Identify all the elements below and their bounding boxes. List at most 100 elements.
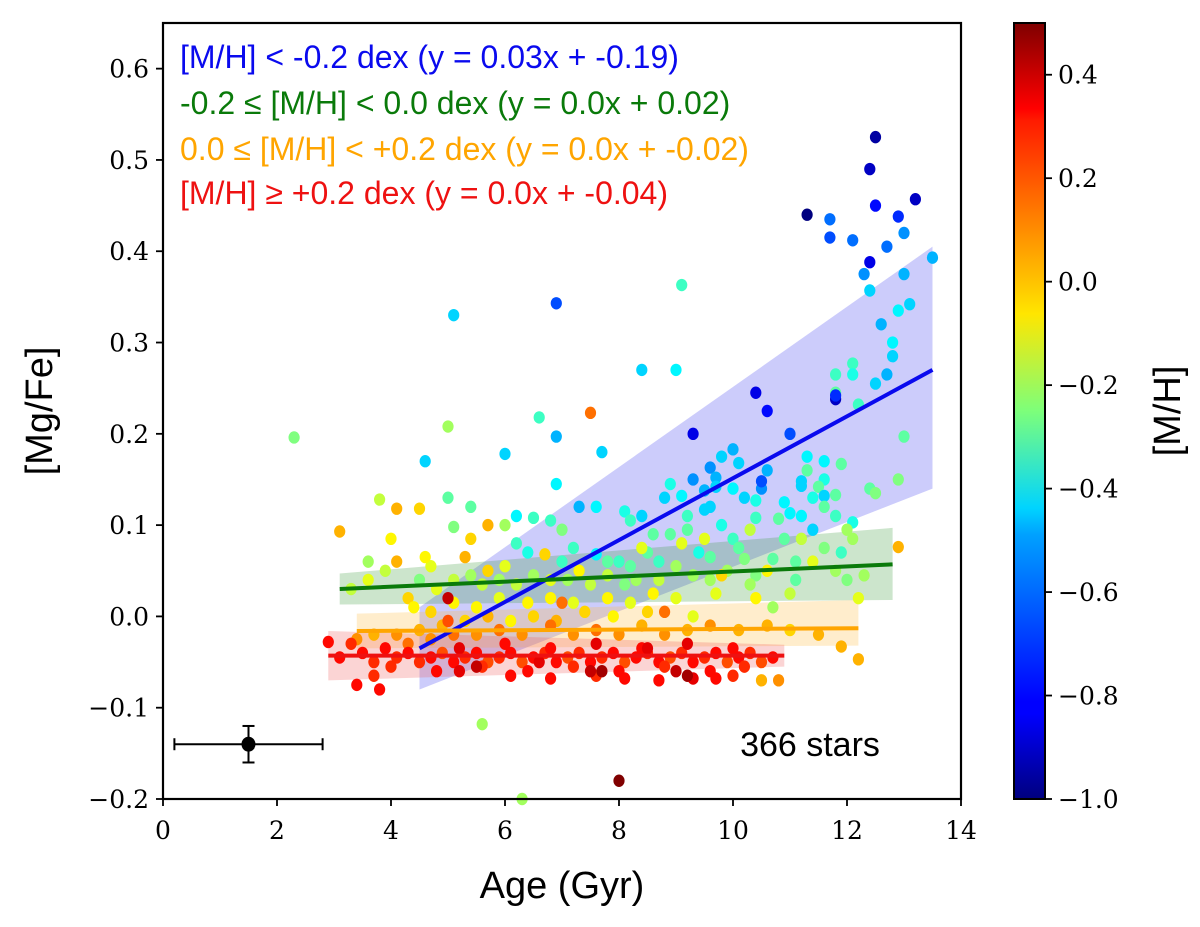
star-point bbox=[522, 664, 534, 678]
star-point bbox=[778, 532, 790, 546]
star-point bbox=[710, 471, 722, 484]
star-point bbox=[869, 377, 882, 390]
star-point bbox=[727, 532, 739, 546]
x-tick-label: 12 bbox=[831, 816, 863, 845]
star-point bbox=[676, 278, 688, 292]
star-point bbox=[830, 389, 842, 402]
star-point bbox=[659, 491, 671, 504]
star-point bbox=[419, 550, 431, 564]
star-point bbox=[824, 213, 836, 226]
star-point bbox=[510, 537, 522, 550]
star-point bbox=[898, 226, 910, 240]
star-point bbox=[385, 660, 397, 673]
star-point bbox=[584, 578, 597, 591]
colorbar-tick-label: 0.4 bbox=[1058, 61, 1098, 90]
star-point bbox=[750, 591, 762, 605]
star-point bbox=[852, 653, 865, 666]
star-point bbox=[659, 628, 671, 641]
star-point bbox=[864, 162, 876, 176]
star-point bbox=[727, 669, 739, 682]
y-axis-ticks: −0.2 −0.1 0.0 0.1 0.2 0.3 0.4 0.5 0.6 bbox=[88, 55, 163, 814]
star-point bbox=[345, 637, 357, 650]
star-point bbox=[641, 605, 654, 619]
star-point bbox=[710, 587, 722, 600]
star-point bbox=[738, 491, 751, 504]
star-point bbox=[858, 569, 870, 582]
star-point bbox=[847, 234, 859, 247]
legend-entry-4: [M/H] ≥ +0.2 dex (y = 0.0x + -0.04) bbox=[180, 175, 668, 211]
star-point bbox=[704, 461, 716, 474]
star-point bbox=[431, 664, 443, 678]
star-point bbox=[710, 672, 722, 685]
colorbar-label: [M/H] bbox=[1147, 366, 1189, 457]
star-point bbox=[425, 560, 437, 573]
star-point bbox=[818, 489, 830, 503]
star-point bbox=[288, 431, 300, 444]
star-point bbox=[755, 475, 768, 488]
star-point bbox=[442, 420, 454, 433]
y-tick-label: 0.5 bbox=[109, 146, 149, 175]
star-point bbox=[636, 541, 648, 555]
star-point bbox=[584, 655, 597, 669]
fit-lines bbox=[328, 368, 934, 658]
star-point bbox=[545, 672, 557, 685]
star-point bbox=[374, 493, 386, 506]
y-tick-label: −0.2 bbox=[88, 785, 149, 814]
star-point bbox=[670, 363, 682, 377]
star-point bbox=[795, 509, 808, 523]
star-point bbox=[738, 552, 751, 566]
star-point bbox=[505, 614, 517, 628]
star-point bbox=[653, 674, 665, 687]
y-tick-label: −0.1 bbox=[88, 694, 149, 723]
star-point bbox=[596, 445, 608, 459]
star-point bbox=[869, 130, 882, 144]
y-tick-label: 0.1 bbox=[109, 511, 149, 540]
star-point bbox=[465, 569, 477, 582]
star-point bbox=[761, 464, 773, 477]
star-point bbox=[368, 655, 380, 669]
star-point bbox=[413, 502, 426, 515]
star-point bbox=[362, 555, 374, 568]
star-point bbox=[750, 511, 762, 525]
star-point bbox=[909, 192, 922, 206]
colorbar-tick-label: −0.2 bbox=[1058, 371, 1119, 400]
star-point bbox=[835, 457, 847, 471]
star-point bbox=[790, 555, 802, 568]
star-point bbox=[659, 605, 671, 619]
star-point bbox=[704, 550, 716, 564]
star-point bbox=[795, 532, 808, 546]
star-point bbox=[556, 596, 568, 609]
star-point bbox=[362, 573, 374, 587]
star-point bbox=[676, 537, 688, 550]
star-point bbox=[812, 628, 825, 641]
y-axis-label: [Mg/Fe] bbox=[19, 347, 61, 476]
star-point bbox=[641, 642, 654, 655]
star-point bbox=[533, 655, 545, 669]
star-point bbox=[499, 560, 511, 573]
star-point bbox=[892, 473, 904, 486]
star-point bbox=[704, 573, 716, 587]
star-point bbox=[408, 601, 420, 614]
star-point bbox=[892, 210, 904, 223]
star-point bbox=[607, 610, 619, 623]
y-tick-label: 0.2 bbox=[109, 420, 149, 449]
star-point bbox=[590, 500, 602, 514]
star-point bbox=[550, 430, 562, 443]
star-point bbox=[425, 605, 437, 619]
star-point bbox=[522, 546, 534, 559]
star-point bbox=[847, 357, 859, 370]
star-point bbox=[659, 660, 671, 673]
star-point bbox=[391, 502, 403, 515]
x-tick-label: 4 bbox=[383, 816, 399, 845]
star-point bbox=[755, 655, 768, 669]
star-point bbox=[619, 578, 631, 591]
plot-frame bbox=[161, 21, 963, 801]
x-tick-label: 0 bbox=[155, 816, 171, 845]
star-point bbox=[602, 555, 614, 568]
star-point bbox=[527, 610, 540, 623]
star-point bbox=[573, 564, 585, 577]
x-axis-ticks: 0 2 4 6 8 10 12 14 bbox=[155, 799, 977, 845]
star-point bbox=[459, 550, 471, 564]
star-point bbox=[636, 509, 648, 523]
